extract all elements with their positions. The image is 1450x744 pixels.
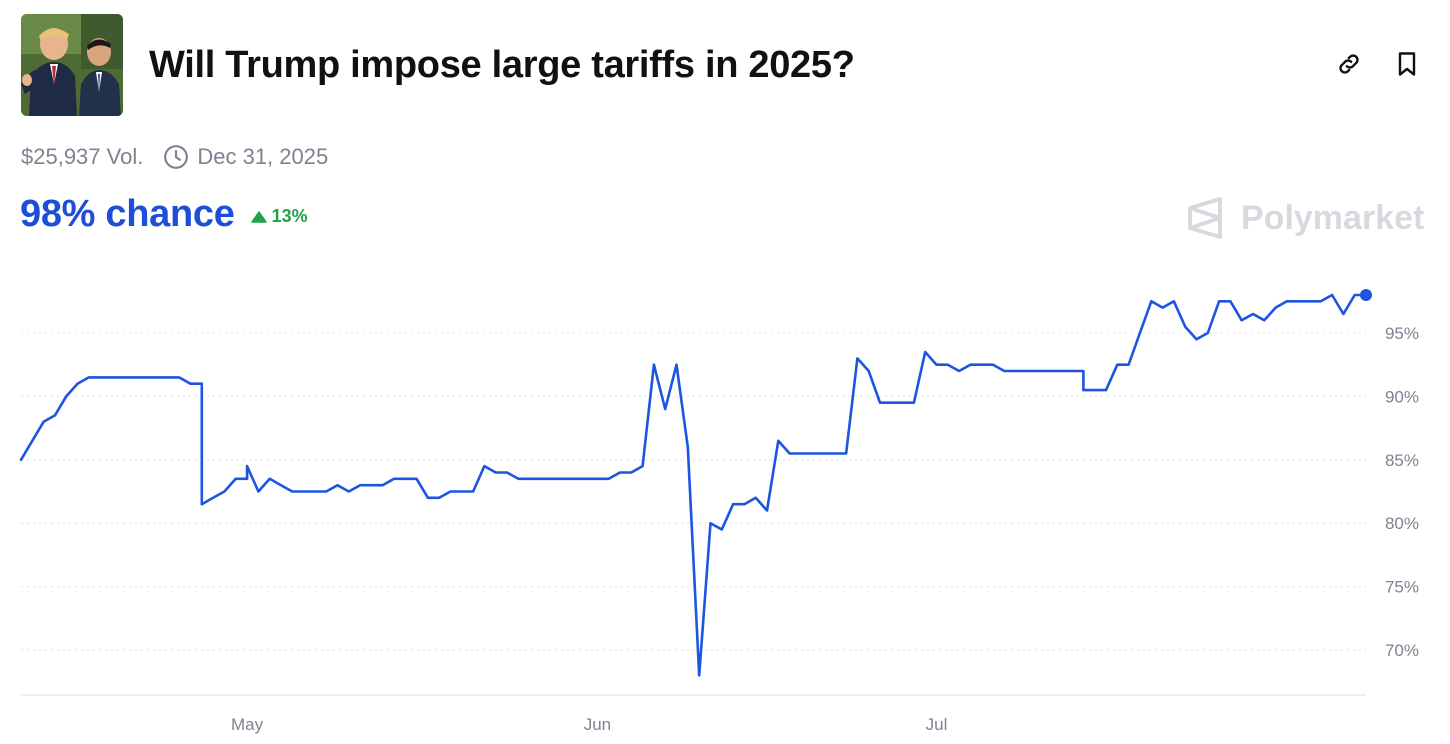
triangle-up-icon [250, 210, 267, 223]
y-tick-label: 80% [1385, 514, 1419, 533]
price-chart[interactable]: 70% 75% 80% 85% 90% 95% May Jun Jul [0, 250, 1450, 744]
price-chart-svg: 70% 75% 80% 85% 90% 95% May Jun Jul [19, 288, 1419, 734]
chance-value: 98% chance [20, 193, 235, 235]
clock-icon [163, 144, 189, 170]
y-tick-label: 75% [1385, 578, 1419, 597]
probability-line [19, 293, 1368, 677]
market-image [21, 14, 123, 116]
bookmark-icon [1395, 51, 1419, 77]
latest-value-dot [1360, 288, 1372, 301]
end-date-text: Dec 31, 2025 [197, 144, 329, 169]
link-icon [1336, 51, 1362, 77]
polymarket-logo-icon [1187, 196, 1225, 240]
x-tick-label: Jul [926, 715, 948, 734]
y-tick-label: 85% [1385, 451, 1419, 470]
polymarket-watermark: Polymarket [1187, 196, 1424, 240]
y-axis-ticks: 70% 75% 80% 85% 90% 95% [1385, 324, 1419, 660]
copy-link-button[interactable] [1331, 46, 1367, 82]
market-title: Will Trump impose large tariffs in 2025? [149, 44, 855, 86]
change-value: 13% [271, 206, 308, 226]
y-tick-label: 70% [1385, 641, 1419, 660]
chance-summary: 98% chance 13% [20, 193, 308, 236]
x-tick-label: Jun [584, 715, 611, 734]
volume-text: $25,937 Vol. [21, 144, 144, 169]
y-tick-label: 90% [1385, 387, 1419, 406]
bookmark-button[interactable] [1389, 46, 1425, 82]
x-tick-label: May [231, 715, 264, 734]
brand-name: Polymarket [1241, 198, 1425, 237]
y-tick-label: 95% [1385, 324, 1419, 343]
market-meta: $25,937 Vol. Dec 31, 2025 [21, 142, 328, 172]
change-indicator: 13% [250, 206, 308, 227]
x-axis-ticks: May Jun Jul [231, 715, 947, 734]
